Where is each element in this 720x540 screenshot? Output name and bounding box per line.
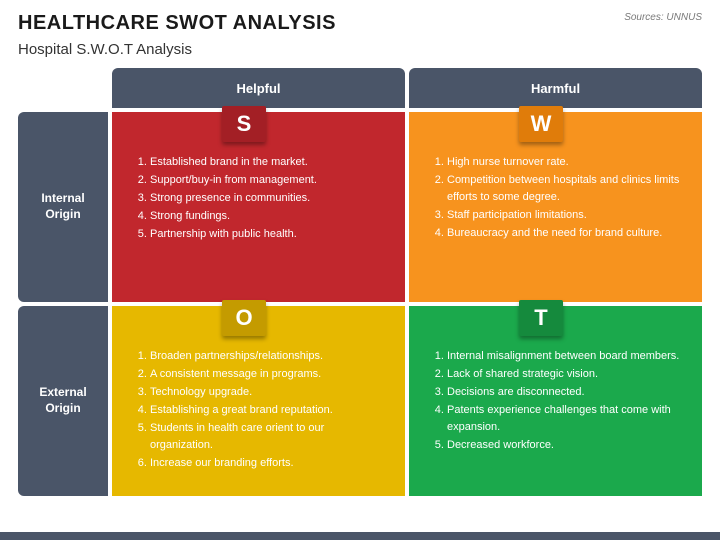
sources-label: Sources: UNNUS (624, 12, 702, 23)
opportunities-list: Broaden partnerships/relationships.A con… (132, 348, 389, 473)
page-subtitle: Hospital S.W.O.T Analysis (18, 41, 702, 58)
page-title: HEALTHCARE SWOT ANALYSIS (18, 12, 336, 35)
grid-corner (18, 68, 108, 108)
list-item: Broaden partnerships/relationships. (150, 348, 389, 365)
list-item: Internal misalignment between board memb… (447, 348, 686, 365)
row-header-internal: Internal Origin (18, 112, 108, 302)
list-item: Strong presence in communities. (150, 190, 389, 207)
list-item: Technology upgrade. (150, 384, 389, 401)
list-item: Competition between hospitals and clinic… (447, 172, 686, 206)
list-item: Staff participation limitations. (447, 207, 686, 224)
quadrant-threats: T Internal misalignment between board me… (409, 306, 702, 496)
quadrant-strengths: S Established brand in the market.Suppor… (112, 112, 405, 302)
quadrant-opportunities: O Broaden partnerships/relationships.A c… (112, 306, 405, 496)
list-item: Decisions are disconnected. (447, 384, 686, 401)
list-item: Strong fundings. (150, 208, 389, 225)
quadrant-letter-t: T (519, 300, 563, 336)
list-item: High nurse turnover rate. (447, 154, 686, 171)
col-header-harmful: Harmful (409, 68, 702, 108)
col-header-helpful: Helpful (112, 68, 405, 108)
weaknesses-list: High nurse turnover rate.Competition bet… (429, 154, 686, 243)
list-item: Increase our branding efforts. (150, 455, 389, 472)
threats-list: Internal misalignment between board memb… (429, 348, 686, 455)
quadrant-letter-s: S (222, 106, 266, 142)
quadrant-letter-w: W (519, 106, 563, 142)
list-item: Bureaucracy and the need for brand cultu… (447, 225, 686, 242)
row-header-external: External Origin (18, 306, 108, 496)
quadrant-weaknesses: W High nurse turnover rate.Competition b… (409, 112, 702, 302)
list-item: Partnership with public health. (150, 226, 389, 243)
swot-grid: Helpful Harmful Internal Origin S Establ… (18, 68, 702, 496)
list-item: Established brand in the market. (150, 154, 389, 171)
quadrant-letter-o: O (222, 300, 266, 336)
list-item: Lack of shared strategic vision. (447, 366, 686, 383)
list-item: A consistent message in programs. (150, 366, 389, 383)
list-item: Decreased workforce. (447, 437, 686, 454)
list-item: Establishing a great brand reputation. (150, 402, 389, 419)
list-item: Students in health care orient to our or… (150, 420, 389, 454)
list-item: Support/buy-in from management. (150, 172, 389, 189)
footer-bar (0, 532, 720, 540)
strengths-list: Established brand in the market.Support/… (132, 154, 389, 244)
list-item: Patents experience challenges that come … (447, 402, 686, 436)
